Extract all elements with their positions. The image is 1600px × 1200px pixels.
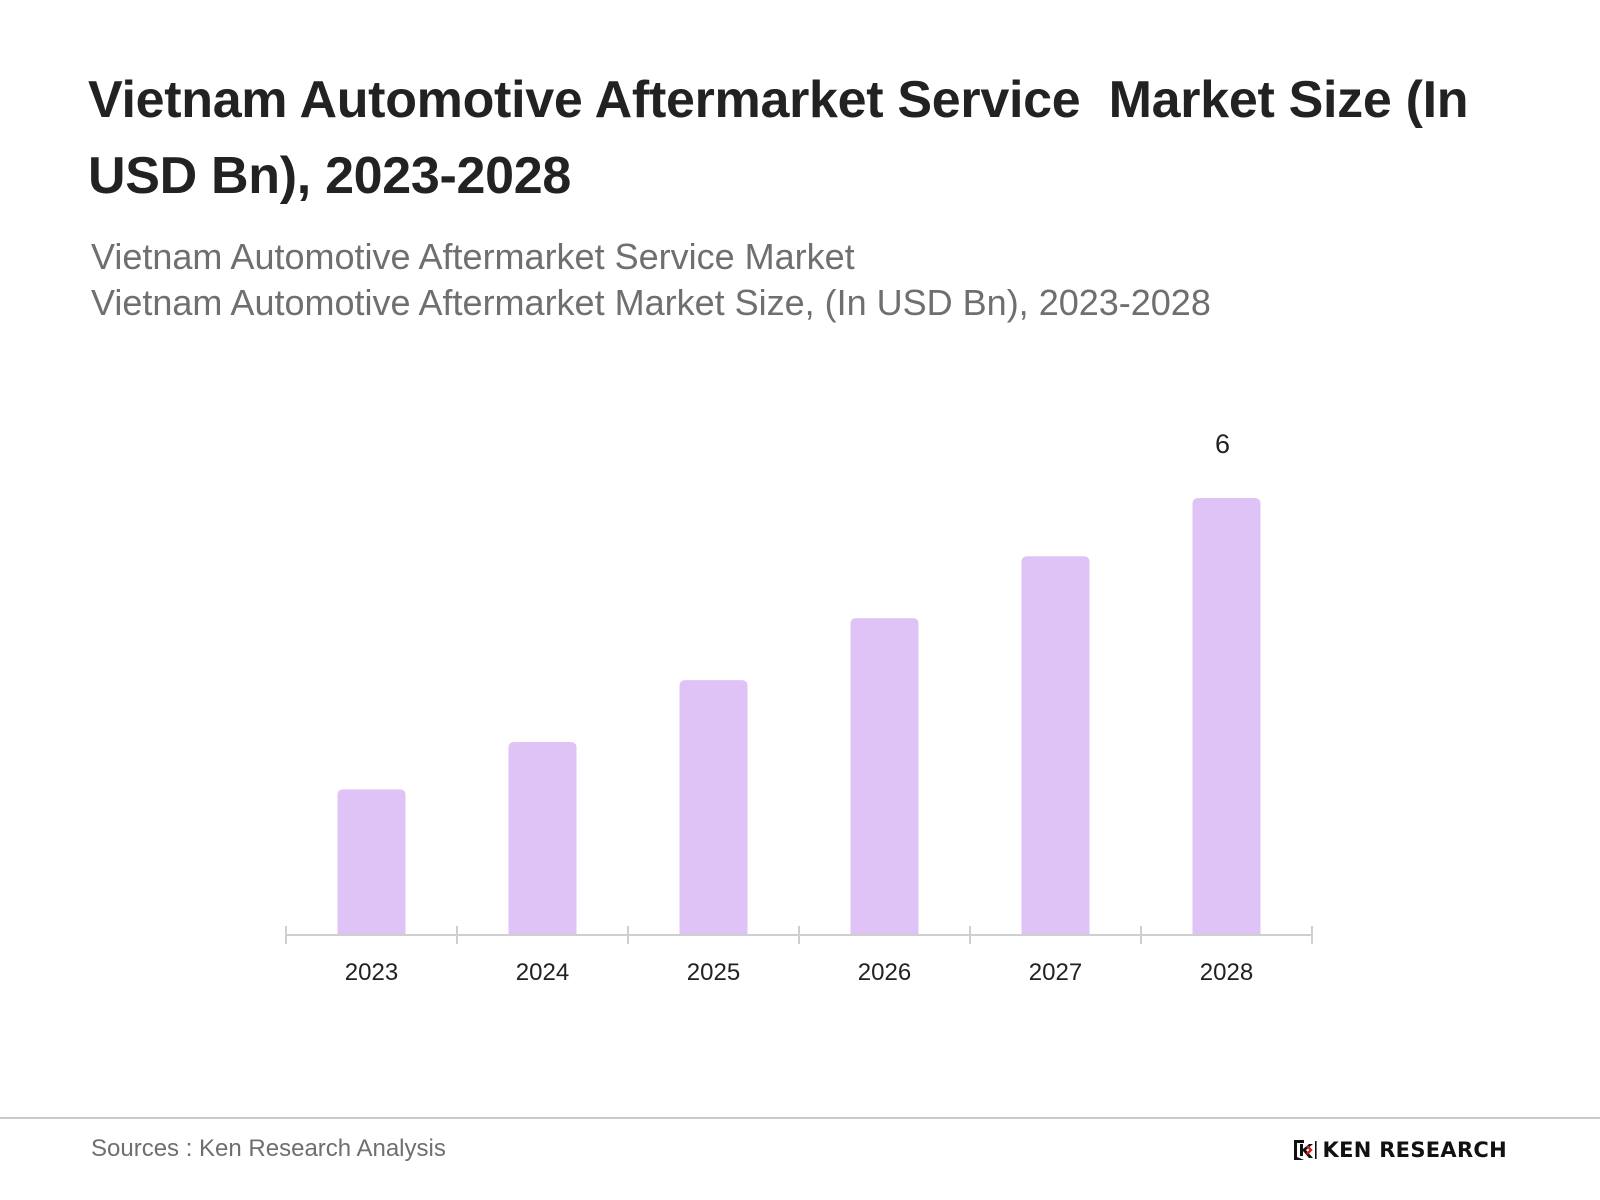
bar-2026 (850, 618, 919, 935)
ken-research-logo-icon (1293, 1140, 1317, 1160)
bar-2023 (337, 789, 406, 935)
subtitle-line-1: Vietnam Automotive Aftermarket Service M… (91, 236, 855, 277)
brand-name: KEN RESEARCH (1322, 1138, 1507, 1162)
subtitle-line-2: Vietnam Automotive Aftermarket Market Si… (91, 282, 1211, 323)
x-tick-label-2024: 2024 (516, 959, 569, 986)
bars-layer (337, 498, 1261, 935)
chart-title: Vietnam Automotive Aftermarket Service M… (88, 71, 1483, 205)
labels-layer: 2023 2024 2025 2026 2027 2028 6 (345, 429, 1253, 986)
bar-2024 (508, 741, 577, 935)
x-tick-label-2028: 2028 (1200, 959, 1253, 986)
x-tick-label-2023: 2023 (345, 959, 398, 986)
x-tick-label-2026: 2026 (858, 959, 911, 986)
footer-divider (0, 1117, 1600, 1119)
source-note: Sources : Ken Research Analysis (91, 1135, 446, 1162)
x-tick-label-2025: 2025 (687, 959, 740, 986)
brand-logo: KEN RESEARCH (1291, 1134, 1508, 1166)
x-tick-label-2027: 2027 (1029, 959, 1082, 986)
x-axis (285, 926, 1313, 944)
chart-subtitle: Vietnam Automotive Aftermarket Service M… (91, 234, 1491, 326)
bar-2028 (1192, 498, 1261, 935)
bar-2027 (1021, 556, 1090, 935)
bar-2025 (679, 680, 748, 935)
bar-chart: 2023 2024 2025 2026 2027 2028 6 (285, 429, 1313, 986)
data-label-2028: 6 (1215, 429, 1230, 459)
